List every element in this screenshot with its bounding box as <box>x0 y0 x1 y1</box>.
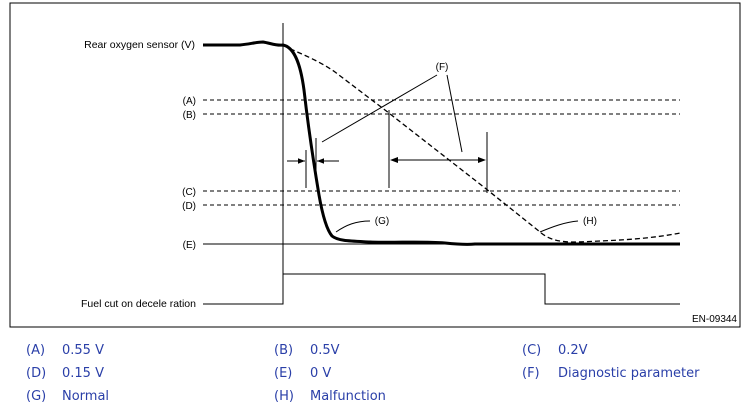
level-d-tag: (D) <box>182 201 196 212</box>
legend-item-c: (C) 0.2V <box>522 343 588 358</box>
legend-item-g: (G) Normal <box>26 389 109 404</box>
callout-h-label: (H) <box>583 216 597 227</box>
level-b: (B) <box>183 110 680 121</box>
level-d: (D) <box>182 201 680 212</box>
legend-value: 0 V <box>310 366 332 381</box>
callout-f: (F) <box>321 62 463 153</box>
signal-label: Rear oxygen sensor (V) <box>84 39 195 51</box>
fuel-cut-label: Fuel cut on decele ration <box>81 298 196 310</box>
level-b-tag: (B) <box>183 110 196 121</box>
legend-value: 0.55 V <box>62 343 104 358</box>
level-c-tag: (C) <box>182 187 196 198</box>
legend-key: (D) <box>26 366 47 381</box>
legend-key: (G) <box>26 389 47 404</box>
malfunction-curve <box>282 44 681 243</box>
legend-item-h: (H) Malfunction <box>274 389 386 404</box>
callout-g-label: (G) <box>375 216 389 227</box>
normal-curve <box>203 40 680 246</box>
legend-item-a: (A) 0.55 V <box>26 343 104 358</box>
legend-key: (C) <box>522 343 542 358</box>
legend-key: (B) <box>274 343 294 358</box>
callout-g: (G) <box>335 216 389 233</box>
level-a-tag: (A) <box>183 96 196 107</box>
diagram-frame <box>9 2 741 328</box>
level-a: (A) <box>183 96 680 107</box>
malfunction-interval <box>388 110 488 193</box>
legend-value: Malfunction <box>310 389 386 404</box>
figure-code: EN-09344 <box>692 314 737 325</box>
legend-value: 0.2V <box>558 343 588 358</box>
legend-value: Diagnostic parameter <box>558 366 700 381</box>
legend-value: 0.15 V <box>62 366 104 381</box>
legend-key: (E) <box>274 366 293 381</box>
legend-item-d: (D) 0.15 V <box>26 366 104 381</box>
fuel-cut-signal <box>203 273 680 305</box>
legend-value: Normal <box>62 389 110 404</box>
level-c: (C) <box>182 187 680 198</box>
legend-item-f: (F) Diagnostic parameter <box>522 366 699 381</box>
level-e-tag: (E) <box>183 240 196 251</box>
legend-key: (F) <box>522 366 540 381</box>
legend-item-e: (E) 0 V <box>274 366 331 381</box>
legend-item-b: (B) 0.5V <box>274 343 340 358</box>
legend-key: (A) <box>26 343 46 358</box>
normal-interval <box>287 138 339 188</box>
legend-value: 0.5V <box>310 343 340 358</box>
legend-key: (H) <box>274 389 294 404</box>
callout-f-label: (F) <box>436 62 449 73</box>
callout-h: (H) <box>539 216 597 233</box>
